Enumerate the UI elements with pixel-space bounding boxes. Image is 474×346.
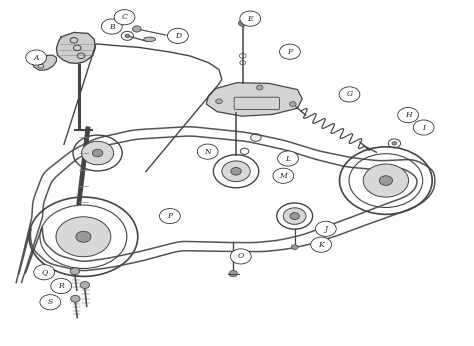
Circle shape bbox=[92, 149, 103, 157]
Circle shape bbox=[292, 245, 298, 249]
Text: O: O bbox=[237, 252, 244, 261]
Circle shape bbox=[398, 108, 419, 123]
Polygon shape bbox=[56, 33, 95, 63]
Circle shape bbox=[283, 208, 306, 224]
Circle shape bbox=[40, 295, 61, 310]
Circle shape bbox=[82, 141, 114, 165]
Circle shape bbox=[238, 20, 247, 26]
Text: Q: Q bbox=[41, 268, 47, 276]
Circle shape bbox=[133, 26, 141, 32]
Text: G: G bbox=[346, 90, 353, 98]
Circle shape bbox=[222, 161, 250, 182]
Text: I: I bbox=[422, 124, 425, 131]
Text: D: D bbox=[175, 32, 181, 40]
Text: S: S bbox=[48, 298, 53, 306]
Text: E: E bbox=[247, 15, 253, 22]
Circle shape bbox=[278, 151, 299, 166]
Circle shape bbox=[197, 144, 218, 159]
Circle shape bbox=[280, 44, 301, 59]
Circle shape bbox=[34, 265, 55, 280]
Circle shape bbox=[216, 99, 222, 104]
Text: H: H bbox=[405, 111, 411, 119]
Circle shape bbox=[26, 50, 46, 65]
Polygon shape bbox=[33, 55, 56, 70]
Circle shape bbox=[316, 221, 336, 236]
Circle shape bbox=[71, 295, 80, 302]
Circle shape bbox=[413, 120, 434, 135]
Circle shape bbox=[256, 85, 263, 90]
Circle shape bbox=[230, 249, 251, 264]
Circle shape bbox=[240, 11, 261, 26]
Circle shape bbox=[70, 268, 80, 275]
Text: K: K bbox=[318, 241, 324, 249]
Text: P: P bbox=[167, 212, 173, 220]
Text: J: J bbox=[324, 225, 328, 233]
Circle shape bbox=[114, 10, 135, 25]
Circle shape bbox=[273, 168, 294, 183]
Polygon shape bbox=[206, 83, 302, 116]
Circle shape bbox=[363, 164, 409, 197]
Text: C: C bbox=[122, 13, 128, 21]
Circle shape bbox=[231, 167, 241, 175]
Circle shape bbox=[379, 176, 392, 185]
Ellipse shape bbox=[144, 37, 155, 42]
Circle shape bbox=[229, 271, 237, 277]
Circle shape bbox=[51, 279, 72, 294]
Text: B: B bbox=[109, 22, 115, 30]
Circle shape bbox=[56, 217, 111, 257]
Text: M: M bbox=[280, 172, 287, 180]
Circle shape bbox=[159, 209, 180, 224]
Circle shape bbox=[290, 102, 296, 107]
Text: F: F bbox=[287, 48, 292, 56]
Text: N: N bbox=[204, 148, 211, 156]
Text: L: L bbox=[285, 155, 291, 163]
Circle shape bbox=[167, 28, 188, 44]
Circle shape bbox=[339, 87, 360, 102]
Circle shape bbox=[290, 213, 300, 219]
Circle shape bbox=[76, 231, 91, 242]
Circle shape bbox=[101, 19, 122, 34]
Circle shape bbox=[311, 237, 331, 252]
Text: R: R bbox=[58, 282, 64, 290]
Circle shape bbox=[80, 282, 90, 289]
Circle shape bbox=[392, 142, 397, 145]
Text: A: A bbox=[33, 54, 39, 62]
Circle shape bbox=[125, 34, 130, 38]
